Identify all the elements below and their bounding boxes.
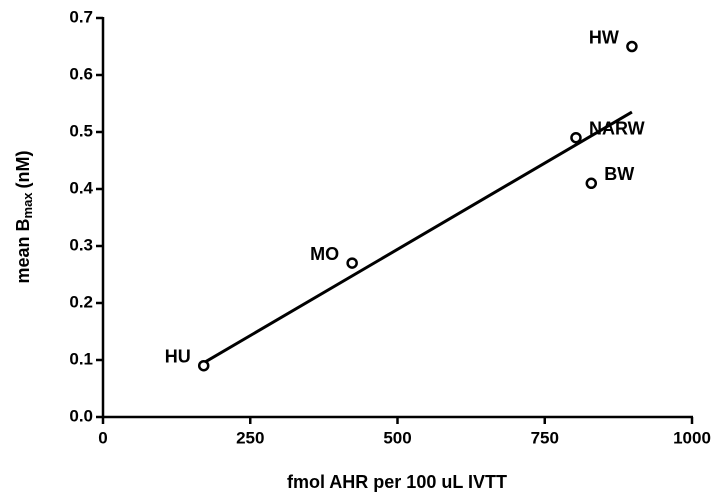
point-label: BW [604,164,634,184]
point [346,257,358,269]
y-tick-label: 0.4 [69,178,93,197]
y-tick-label: 0.3 [69,235,93,254]
point-label: NARW [589,118,645,138]
y-axis-label: mean Bmax (nM) [13,150,36,283]
point [570,131,582,144]
point [626,40,638,53]
y-tick-label: 0.0 [69,406,93,425]
y-tick-label: 0.5 [69,121,93,140]
point [197,359,210,372]
x-tick-label: 0 [98,428,107,447]
point-label: HU [165,346,191,366]
y-tick-label: 0.2 [69,292,93,311]
y-label-sub: max [20,192,35,219]
y-label-main: mean B [13,218,33,283]
x-tick-label: 750 [531,428,559,447]
point-label: HW [589,27,619,47]
x-tick-label: 250 [236,428,264,447]
fit-line [202,110,633,365]
point-label: MO [310,244,339,264]
x-tick-label: 1000 [673,428,711,447]
point [585,177,598,190]
y-tick-label: 0.7 [69,7,93,26]
x-tick-label: 500 [383,428,411,447]
x-axis-label: fmol AHR per 100 uL IVTT [287,472,507,492]
y-tick-label: 0.1 [69,349,93,368]
y-label-unit: (nM) [13,150,33,188]
y-tick-label: 0.6 [69,64,93,83]
